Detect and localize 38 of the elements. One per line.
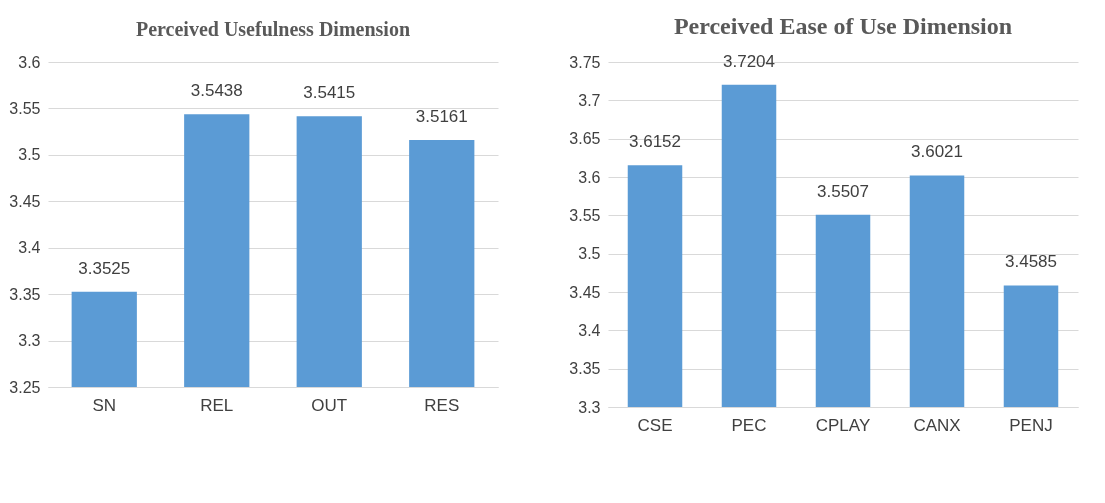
- data-label: 3.6021: [911, 142, 963, 162]
- x-tick-label: CANX: [913, 415, 961, 435]
- y-tick-label: 3.35: [9, 285, 41, 303]
- x-tick-label: RES: [424, 395, 460, 415]
- chart-title: Perceived Usefulness Dimension: [135, 18, 411, 40]
- y-tick-label: 3.4: [18, 239, 41, 257]
- chart-title: Perceived Ease of Use Dimension: [673, 12, 1013, 39]
- y-tick-label: 3.3: [578, 398, 601, 416]
- data-label: 3.7204: [723, 51, 775, 71]
- y-tick-label: 3.45: [569, 283, 601, 301]
- y-tick-label: 3.45: [9, 192, 41, 210]
- data-label: 3.5438: [190, 81, 243, 101]
- y-tick-label: 3.5: [18, 146, 41, 164]
- y-tick-label: 3.25: [9, 378, 41, 396]
- x-tick-label: PEC: [731, 415, 767, 435]
- y-tick-label: 3.5: [578, 245, 601, 263]
- x-tick-label: SN: [92, 395, 117, 415]
- data-label: 3.5507: [817, 181, 869, 201]
- x-tick-label: PENJ: [1009, 415, 1053, 435]
- data-label: 3.3525: [78, 258, 131, 278]
- x-tick-label: CPLAY: [815, 415, 871, 435]
- y-tick-label: 3.3: [18, 332, 41, 350]
- x-tick-label: OUT: [311, 395, 348, 415]
- x-tick-label: CSE: [637, 415, 673, 435]
- x-tick-label: REL: [200, 395, 234, 415]
- y-tick-label: 3.55: [9, 99, 41, 117]
- data-label: 3.4585: [1005, 252, 1057, 272]
- data-label: 3.5161: [415, 106, 468, 126]
- data-label: 3.6152: [629, 132, 681, 152]
- y-tick-label: 3.75: [569, 53, 601, 71]
- y-tick-label: 3.7: [578, 91, 601, 109]
- y-tick-label: 3.6: [18, 53, 41, 71]
- y-tick-label: 3.6: [578, 168, 601, 186]
- y-tick-label: 3.4: [578, 321, 601, 339]
- y-tick-label: 3.65: [569, 130, 601, 148]
- y-tick-label: 3.35: [569, 360, 601, 378]
- y-tick-label: 3.55: [569, 206, 601, 224]
- data-label: 3.5415: [303, 83, 356, 103]
